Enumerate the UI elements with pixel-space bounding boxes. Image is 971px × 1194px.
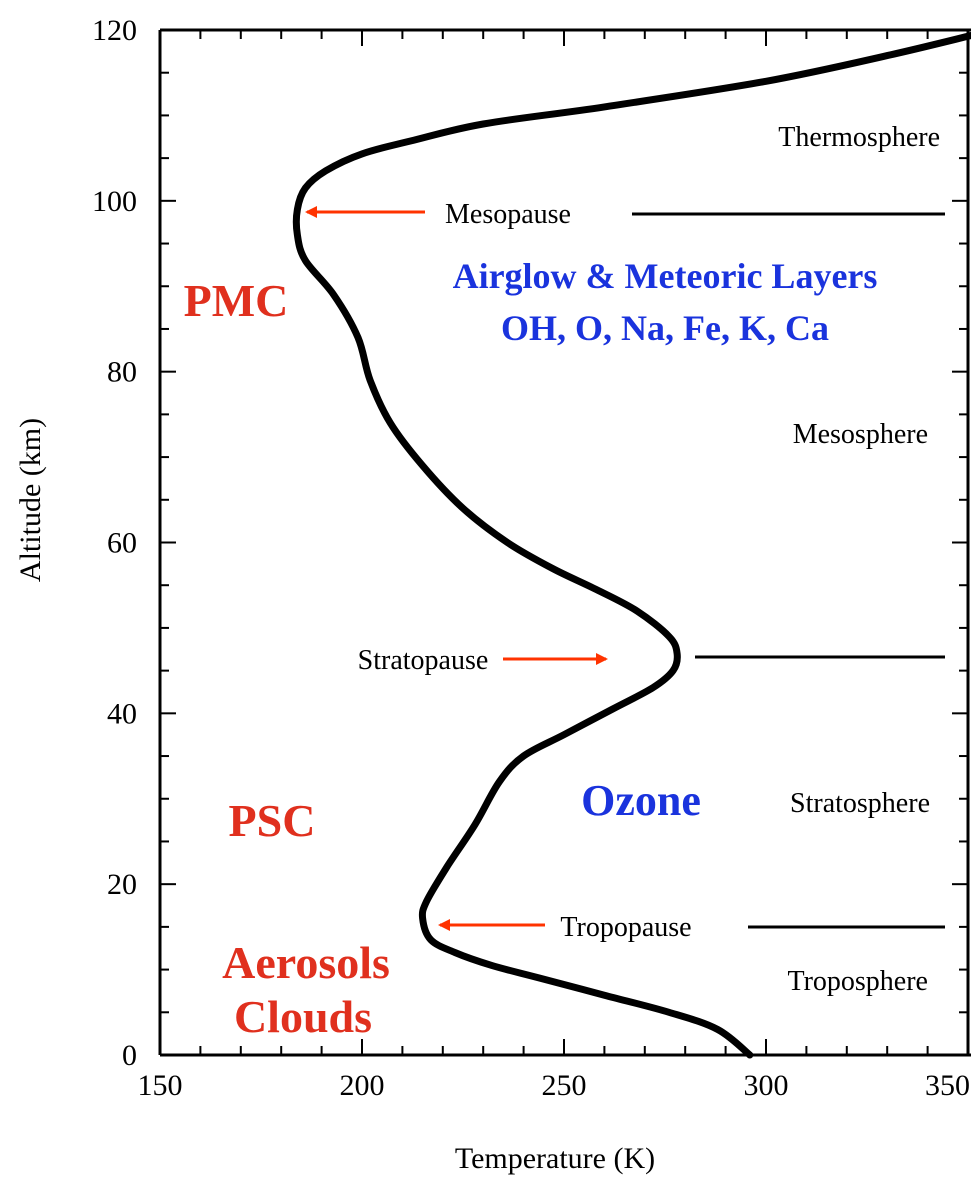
- ozone-label: Ozone: [581, 776, 701, 825]
- x-axis-title: Temperature (K): [455, 1142, 655, 1175]
- mesopause-label: Mesopause: [445, 199, 571, 230]
- x-tick-label: 200: [340, 1069, 385, 1102]
- clouds-label: Clouds: [234, 991, 372, 1042]
- troposphere-label: Troposphere: [787, 966, 928, 997]
- pmc-label: PMC: [184, 275, 289, 326]
- y-axis-title: Altitude (km): [14, 418, 47, 582]
- x-tick-label: 300: [744, 1069, 789, 1102]
- layer-boundaries: [632, 212, 945, 929]
- temperature-profile-line: [292, 31, 971, 1059]
- y-tick-label: 60: [107, 527, 137, 560]
- y-tick-label: 40: [107, 697, 137, 730]
- aerosols-label: Aerosols: [222, 937, 390, 988]
- stratosphere-label: Stratosphere: [790, 788, 930, 819]
- y-tick-label: 120: [92, 14, 137, 47]
- stratopause-label: Stratopause: [358, 645, 489, 676]
- thermosphere-label: Thermosphere: [778, 122, 940, 153]
- airglow-label-line1: Airglow & Meteoric Layers: [453, 256, 878, 296]
- x-tick-label: 250: [542, 1069, 587, 1102]
- pointer-arrows: [305, 206, 608, 931]
- mesosphere-label: Mesosphere: [793, 419, 928, 450]
- annotations: Thermosphere Mesopause Airglow & Meteori…: [184, 122, 940, 1042]
- axis-ticks: [159, 29, 969, 1056]
- y-tick-label: 0: [122, 1039, 137, 1072]
- axis-tick-labels: 150 200 250 300 350 0 20 40 60 80 100 120: [92, 14, 970, 1102]
- airglow-label-line2: OH, O, Na, Fe, K, Ca: [501, 308, 829, 348]
- x-tick-label: 150: [138, 1069, 183, 1102]
- y-tick-label: 80: [107, 356, 137, 389]
- plot-frame: [158, 28, 971, 1057]
- x-tick-label: 350: [925, 1069, 970, 1102]
- y-tick-label: 100: [92, 185, 137, 218]
- y-tick-label: 20: [107, 868, 137, 901]
- psc-label: PSC: [229, 795, 316, 846]
- tropopause-label: Tropopause: [560, 912, 691, 943]
